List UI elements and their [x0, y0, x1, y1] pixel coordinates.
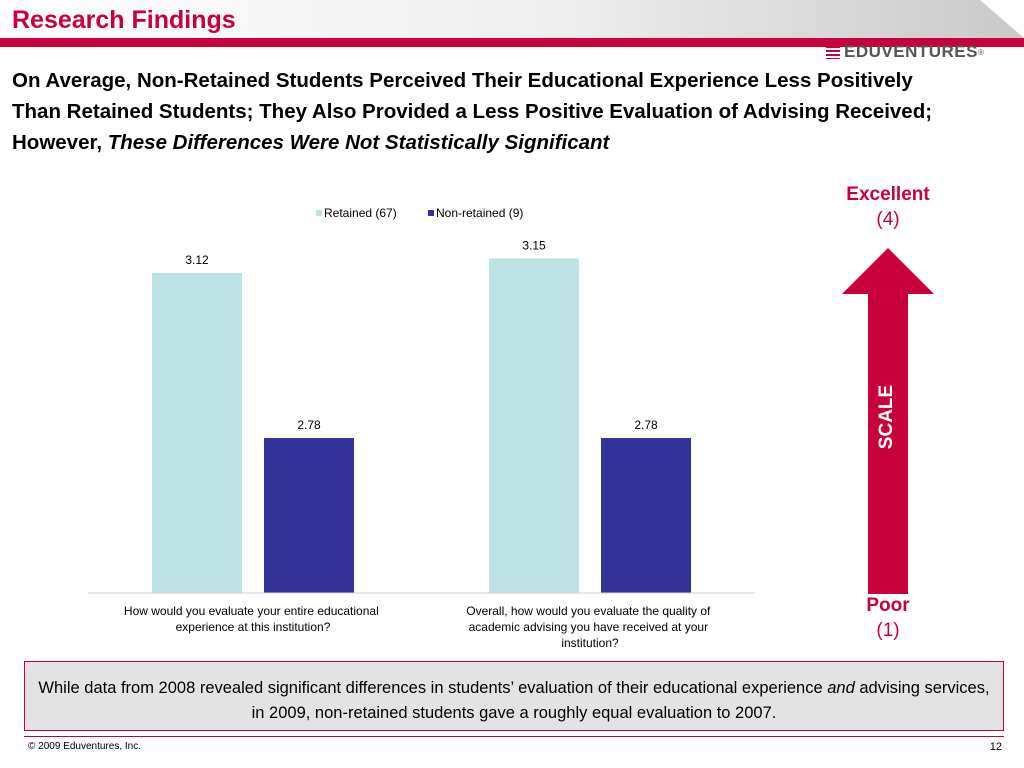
- footer-rule: [24, 736, 1004, 737]
- legend-label-non-retained: Non-retained (9): [436, 206, 523, 220]
- logo-registered-mark: ®: [977, 47, 984, 57]
- bar-retained-1: [152, 273, 242, 593]
- chart-bars: [152, 258, 691, 593]
- eduventures-logo: EDUVENTURES ®: [826, 42, 984, 62]
- bar-non-retained-2: [601, 438, 691, 593]
- slide-headline: On Average, Non-Retained Students Percei…: [12, 65, 962, 158]
- note-text-1: While data from 2008 revealed significan…: [38, 679, 828, 697]
- bar-chart: Retained (67) Non-retained (9) 3.12 3.15 2.…: [88, 206, 755, 650]
- data-label-retained-2: 3.15: [522, 238, 546, 252]
- copyright: © 2009 Eduventures, Inc.: [28, 741, 141, 752]
- header-red-rule: [0, 38, 1024, 47]
- section-title: Research Findings: [12, 6, 236, 34]
- category-label-2: Overall, how would you evaluate the qual…: [466, 604, 713, 650]
- chart-category-labels: How would you evaluate your entire educa…: [124, 604, 714, 650]
- scale-poor: Poor: [866, 595, 910, 616]
- category-label-1: How would you evaluate your entire educa…: [124, 604, 382, 634]
- bar-non-retained-1: [264, 438, 354, 593]
- scale-max-value: (4): [876, 209, 900, 230]
- headline-text: On Average, Non-Retained Students Percei…: [12, 69, 933, 154]
- header-tab-corner: [980, 0, 1024, 38]
- bar-retained-2: [489, 258, 579, 593]
- data-label-non-retained-2: 2.78: [634, 418, 658, 432]
- legend-swatch-retained: [316, 210, 322, 216]
- page-number: 12: [989, 741, 1002, 753]
- logo-stripes-icon: [826, 45, 840, 59]
- data-label-retained-1: 3.12: [185, 253, 209, 267]
- note-box: While data from 2008 revealed significan…: [24, 661, 1004, 731]
- note-text-2: advising services, in 2009, non-retained…: [251, 679, 990, 722]
- scale-bottom-label: Poor (1): [820, 595, 956, 642]
- legend-label-retained: Retained (67): [324, 206, 397, 220]
- scale-excellent: Excellent: [846, 184, 930, 205]
- header-bar: [0, 0, 1024, 38]
- scale-up-arrow-icon: [842, 248, 934, 594]
- scale-label: SCALE: [876, 384, 897, 450]
- scale-min-value: (1): [876, 620, 900, 641]
- data-label-non-retained-1: 2.78: [297, 418, 321, 432]
- legend-swatch-non-retained: [428, 210, 434, 216]
- note-italic: and: [827, 679, 855, 697]
- headline-emphasis: These Differences Were Not Statistically…: [107, 131, 610, 154]
- logo-text: EDUVENTURES: [844, 42, 978, 61]
- chart-data-labels: 3.12 3.15 2.78 2.78: [185, 238, 658, 432]
- chart-legend: Retained (67) Non-retained (9): [316, 206, 523, 220]
- scale-top-label: Excellent (4): [820, 184, 956, 231]
